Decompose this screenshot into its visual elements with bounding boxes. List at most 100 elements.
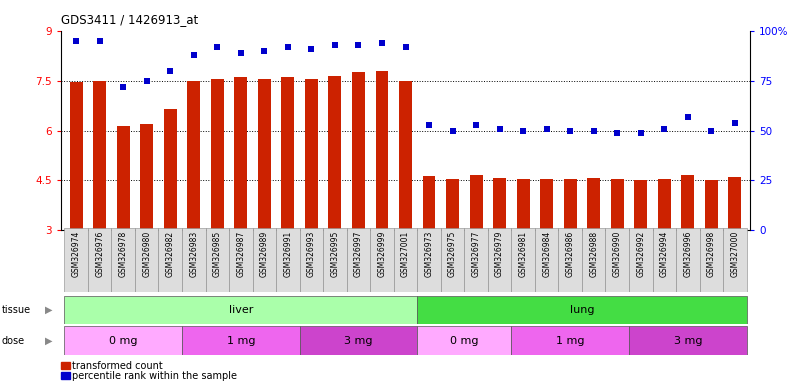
Bar [535,228,559,292]
Bar [252,228,276,292]
Bar [676,228,700,292]
Bar [658,179,671,230]
Bar [276,228,299,292]
Text: lung: lung [569,305,594,315]
Text: GSM326993: GSM326993 [307,231,316,277]
Bar [211,79,224,230]
Bar [370,228,393,292]
Point [164,68,177,74]
Point [470,121,483,127]
Point [352,41,365,48]
Bar [629,326,747,355]
Text: percentile rank within the sample: percentile rank within the sample [72,371,237,381]
Bar [205,228,229,292]
Bar [559,228,582,292]
Text: GSM326997: GSM326997 [354,231,363,277]
Point [540,126,553,132]
Text: GSM326983: GSM326983 [189,231,198,277]
Bar [70,82,83,230]
Point [517,127,530,134]
Bar [418,228,441,292]
Point [728,119,741,126]
Text: GSM326973: GSM326973 [424,231,434,277]
Bar [158,228,182,292]
Point [493,126,506,132]
Bar [705,180,718,230]
Bar [140,124,153,230]
Text: 0 mg: 0 mg [109,336,137,346]
Text: GSM326974: GSM326974 [71,231,80,277]
Point [281,44,294,50]
Bar [93,81,106,230]
Text: GSM326979: GSM326979 [495,231,504,277]
Bar [517,179,530,230]
Text: GSM326986: GSM326986 [566,231,575,277]
Text: ▶: ▶ [45,305,52,315]
Text: 1 mg: 1 mg [226,336,255,346]
Bar [182,326,299,355]
Bar [323,228,346,292]
Bar [587,178,600,230]
Text: GSM326984: GSM326984 [543,231,551,277]
Bar [582,228,606,292]
Bar [681,175,694,230]
Bar [117,126,130,230]
Point [446,127,459,134]
Bar [564,179,577,230]
Text: GSM326977: GSM326977 [471,231,481,277]
Text: GDS3411 / 1426913_at: GDS3411 / 1426913_at [61,13,198,26]
Bar [728,177,741,230]
Bar [234,77,247,230]
Text: GSM326978: GSM326978 [118,231,127,277]
Text: GSM326992: GSM326992 [637,231,646,277]
Point [705,127,718,134]
Bar [88,228,111,292]
Bar [418,296,747,324]
Bar [512,326,629,355]
Bar [540,179,553,230]
Bar [653,228,676,292]
Text: 3 mg: 3 mg [344,336,373,346]
Bar [465,228,488,292]
Text: GSM326976: GSM326976 [95,231,104,277]
Bar [182,228,205,292]
Text: GSM326980: GSM326980 [142,231,151,277]
Text: GSM326990: GSM326990 [613,231,622,277]
Text: GSM326999: GSM326999 [377,231,387,277]
Bar [187,81,200,230]
Text: 0 mg: 0 mg [450,336,478,346]
Point [611,129,624,136]
Point [587,127,600,134]
Bar [488,228,512,292]
Point [140,78,153,84]
Point [681,114,694,120]
Bar [281,77,294,230]
Text: GSM327001: GSM327001 [401,231,410,277]
Bar [634,180,647,230]
Bar [423,177,436,230]
Bar [723,228,747,292]
Bar [64,326,182,355]
Bar [111,228,135,292]
Bar [64,296,418,324]
Text: transformed count: transformed count [72,361,163,371]
Bar [629,228,653,292]
Text: GSM326996: GSM326996 [684,231,693,277]
Point [658,126,671,132]
Bar [399,81,412,230]
Bar [164,109,177,230]
Point [93,38,106,44]
Point [634,129,647,136]
Point [187,51,200,58]
Bar [346,228,370,292]
Bar [418,326,512,355]
Bar [606,228,629,292]
Text: GSM326991: GSM326991 [283,231,292,277]
Text: GSM326994: GSM326994 [660,231,669,277]
Point [375,40,388,46]
Bar [493,178,506,230]
Bar [135,228,158,292]
Point [258,48,271,54]
Text: GSM326982: GSM326982 [165,231,174,277]
Point [564,127,577,134]
